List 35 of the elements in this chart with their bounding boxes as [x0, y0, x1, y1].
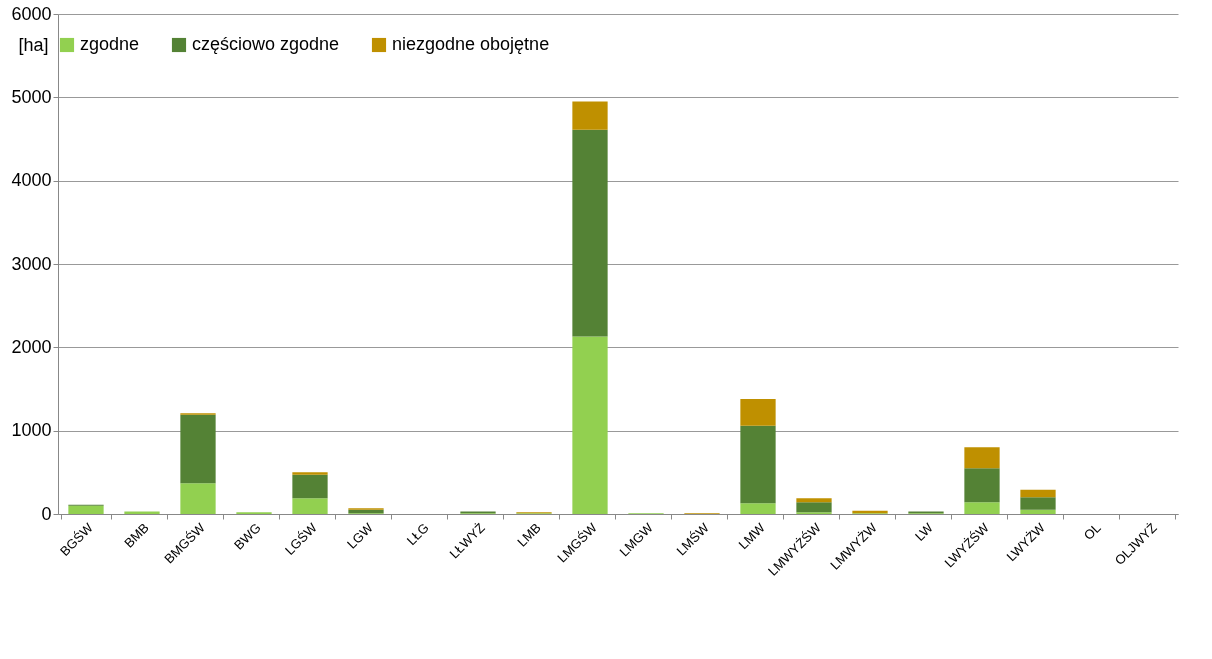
y-tick-label: 3000	[11, 253, 52, 274]
y-tick-label: 4000	[11, 170, 52, 191]
x-tick-label: OL	[1080, 520, 1104, 543]
bar	[180, 414, 216, 484]
bar	[572, 101, 608, 130]
bar	[796, 502, 832, 513]
bar	[572, 336, 608, 514]
bar	[740, 503, 776, 514]
bar	[964, 502, 1000, 514]
y-axis-title: [ha]	[18, 34, 49, 55]
y-tick-label: 1000	[11, 420, 52, 441]
bar	[292, 472, 328, 475]
bar	[1020, 509, 1056, 514]
x-tick-label: LŁG	[403, 520, 432, 549]
bar	[292, 474, 328, 499]
x-tick-label: LW	[911, 519, 937, 544]
bar	[68, 505, 104, 514]
bar	[292, 498, 328, 514]
y-tick-label: 5000	[11, 86, 52, 107]
y-tick-label: 2000	[11, 336, 52, 357]
bar	[740, 425, 776, 504]
legend-label: zgodne	[80, 34, 140, 54]
bar	[180, 483, 216, 514]
y-tick-label: 6000	[11, 3, 52, 24]
bar	[1020, 497, 1056, 510]
y-tick-label: 0	[41, 503, 52, 524]
bar	[348, 509, 384, 514]
bar	[964, 468, 1000, 503]
bar	[796, 498, 832, 503]
legend-label: niezgodne obojętne	[392, 34, 550, 54]
bar	[1020, 489, 1056, 498]
bar	[572, 129, 608, 337]
bar	[740, 399, 776, 426]
bar	[964, 447, 1000, 469]
legend-label: częściowo zgodne	[192, 34, 340, 54]
